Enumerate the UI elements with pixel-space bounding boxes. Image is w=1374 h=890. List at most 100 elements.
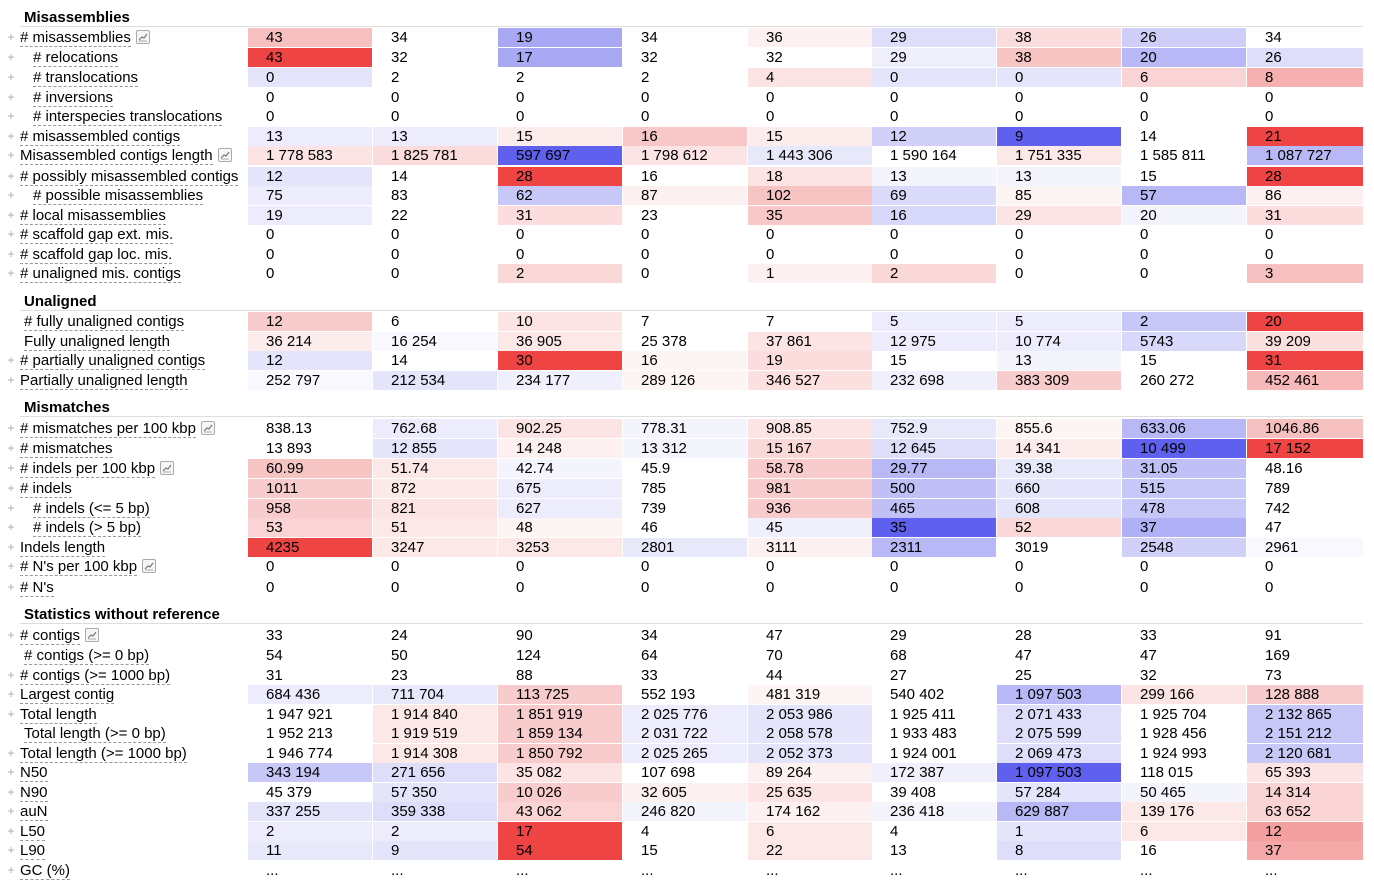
plot-icon[interactable] — [135, 30, 150, 44]
expand-row-button[interactable]: + — [7, 863, 15, 877]
metric-name[interactable]: L90 — [20, 842, 46, 860]
metric-name[interactable]: # fully unaligned contigs — [24, 313, 185, 331]
expand-row-button[interactable]: + — [7, 30, 15, 44]
expand-row-button[interactable]: + — [7, 148, 15, 162]
table-cell: ... — [498, 861, 622, 880]
expand-row-button[interactable]: + — [7, 785, 15, 799]
expand-row-button[interactable]: + — [7, 50, 15, 64]
expand-row-button[interactable]: + — [7, 687, 15, 701]
metric-name[interactable]: # inversions — [33, 89, 114, 107]
metric-name[interactable]: # unaligned mis. contigs — [20, 265, 181, 283]
plot-icon[interactable] — [160, 461, 175, 475]
table-cell: 33 — [623, 666, 747, 685]
metric-name[interactable]: Total length (>= 0 bp) — [24, 725, 166, 743]
expand-row-button[interactable]: + — [7, 461, 15, 475]
metric-name[interactable]: # possibly misassembled contigs — [20, 168, 239, 186]
metric-name[interactable]: Fully unaligned length — [24, 333, 170, 351]
metric-name[interactable]: # possible misassemblies — [33, 187, 204, 205]
metric-name[interactable]: # N's per 100 kbp — [20, 558, 138, 576]
table-cell: 1011 — [248, 479, 372, 498]
expand-row-button[interactable]: + — [7, 520, 15, 534]
table-cell: 660 — [997, 479, 1121, 498]
metric-name[interactable]: # misassemblies — [20, 29, 131, 47]
expand-row-button[interactable]: + — [7, 247, 15, 261]
expand-row-button[interactable]: + — [7, 90, 15, 104]
expand-row-button[interactable]: + — [7, 129, 15, 143]
metric-name[interactable]: # relocations — [33, 49, 119, 67]
expand-row-button[interactable]: + — [7, 707, 15, 721]
metric-name[interactable]: # local misassemblies — [20, 207, 166, 225]
metric-name[interactable]: # contigs (>= 0 bp) — [24, 647, 150, 665]
metric-name[interactable]: # scaffold gap ext. mis. — [20, 226, 174, 244]
expand-row-button[interactable]: + — [7, 804, 15, 818]
metric-name[interactable]: # contigs — [20, 627, 81, 645]
metric-name[interactable]: # translocations — [33, 69, 139, 87]
table-cell: 10 499 — [1122, 439, 1246, 458]
expand-row-button[interactable]: + — [7, 481, 15, 495]
expand-row-button[interactable]: + — [7, 169, 15, 183]
metric-name[interactable]: # contigs (>= 1000 bp) — [20, 667, 171, 685]
expand-row-button[interactable]: + — [7, 580, 15, 594]
expand-row-button[interactable]: + — [7, 843, 15, 857]
metric-name[interactable]: Partially unaligned length — [20, 372, 188, 390]
expand-row-button[interactable]: + — [7, 421, 15, 435]
metric-name[interactable]: # N's — [20, 579, 54, 597]
metric-name[interactable]: # indels — [20, 480, 72, 498]
expand-row-button[interactable]: + — [7, 668, 15, 682]
expand-row-button[interactable]: + — [7, 70, 15, 84]
metric-name[interactable]: N50 — [20, 764, 48, 782]
expand-row-button[interactable]: + — [7, 824, 15, 838]
plot-icon[interactable] — [142, 559, 157, 573]
expand-row-button[interactable]: + — [7, 227, 15, 241]
table-cell: 1 — [997, 822, 1121, 841]
metric-name[interactable]: auN — [20, 803, 48, 821]
metric-name[interactable]: # partially unaligned contigs — [20, 352, 206, 370]
metric-name[interactable]: Indels length — [20, 539, 106, 557]
expand-row-button[interactable]: + — [7, 353, 15, 367]
metric-name[interactable]: # mismatches per 100 kbp — [20, 420, 196, 438]
expand-row-button[interactable]: + — [7, 373, 15, 387]
metric-name[interactable]: Misassembled contigs length — [20, 147, 213, 165]
metric-name[interactable]: # misassembled contigs — [20, 128, 181, 146]
table-cell: 23 — [623, 206, 747, 225]
plot-icon[interactable] — [217, 148, 232, 162]
metric-name[interactable]: # interspecies translocations — [33, 108, 223, 126]
metric-label: # possibly misassembled contigs — [20, 167, 239, 186]
expand-row-button[interactable]: + — [7, 746, 15, 760]
metric-name[interactable]: Total length — [20, 706, 97, 724]
expand-row-button[interactable]: + — [7, 208, 15, 222]
expand-row-button[interactable]: + — [7, 628, 15, 642]
expand-row-button[interactable]: + — [7, 559, 15, 573]
metric-label: # mismatches — [20, 439, 113, 458]
plot-icon[interactable] — [85, 628, 100, 642]
expand-row-button[interactable]: + — [7, 765, 15, 779]
expand-row-button[interactable]: + — [7, 501, 15, 515]
metric-name[interactable]: # indels (<= 5 bp) — [33, 500, 150, 518]
expand-row-button[interactable]: + — [7, 109, 15, 123]
table-cell: 1 443 306 — [748, 146, 872, 165]
table-cell: 34 — [623, 28, 747, 47]
table-cell: 58.78 — [748, 459, 872, 478]
metric-name[interactable]: # scaffold gap loc. mis. — [20, 246, 173, 264]
metric-name[interactable]: # indels per 100 kbp — [20, 460, 156, 478]
metric-name[interactable]: # mismatches — [20, 440, 113, 458]
expand-row-button[interactable]: + — [7, 540, 15, 554]
metric-name[interactable]: Largest contig — [20, 686, 115, 704]
metric-name[interactable]: # indels (> 5 bp) — [33, 519, 141, 537]
table-cell: 0 — [872, 557, 996, 576]
table-cell: 52 — [997, 518, 1121, 537]
metric-name[interactable]: N90 — [20, 784, 48, 802]
table-cell: 0 — [872, 107, 996, 126]
table-cell: 821 — [373, 499, 497, 518]
metric-label: Fully unaligned length — [24, 332, 170, 351]
table-cell: ... — [373, 861, 497, 880]
metric-name[interactable]: L50 — [20, 823, 46, 841]
metric-name[interactable]: GC (%) — [20, 862, 70, 880]
plot-icon[interactable] — [200, 421, 215, 435]
expand-row-button[interactable]: + — [7, 441, 15, 455]
table-cell: 90 — [498, 626, 622, 645]
table-cell: 39 408 — [872, 783, 996, 802]
metric-name[interactable]: Total length (>= 1000 bp) — [20, 745, 187, 763]
expand-row-button[interactable]: + — [7, 266, 15, 280]
expand-row-button[interactable]: + — [7, 188, 15, 202]
